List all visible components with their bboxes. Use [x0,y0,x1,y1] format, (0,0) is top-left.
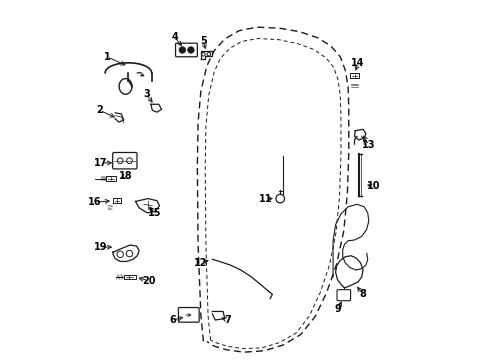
Text: 9: 9 [334,304,341,314]
Circle shape [188,48,193,53]
Text: 17: 17 [94,158,107,168]
Text: 16: 16 [88,197,102,207]
Text: 19: 19 [94,242,107,252]
Text: 7: 7 [224,315,230,325]
Text: 11: 11 [258,194,271,203]
Text: 3: 3 [142,89,149,99]
Text: 2: 2 [96,105,103,115]
Text: 4: 4 [171,32,178,42]
Text: 6: 6 [169,315,176,325]
Circle shape [180,48,184,53]
Text: 13: 13 [361,140,375,150]
Text: 5: 5 [200,36,206,46]
Text: 18: 18 [119,171,132,181]
Text: 14: 14 [351,58,364,68]
Text: 20: 20 [142,276,155,286]
Text: 10: 10 [366,181,380,192]
Text: 8: 8 [358,289,365,298]
Text: 12: 12 [194,258,207,268]
Text: 1: 1 [103,52,110,62]
Text: 15: 15 [147,208,161,218]
